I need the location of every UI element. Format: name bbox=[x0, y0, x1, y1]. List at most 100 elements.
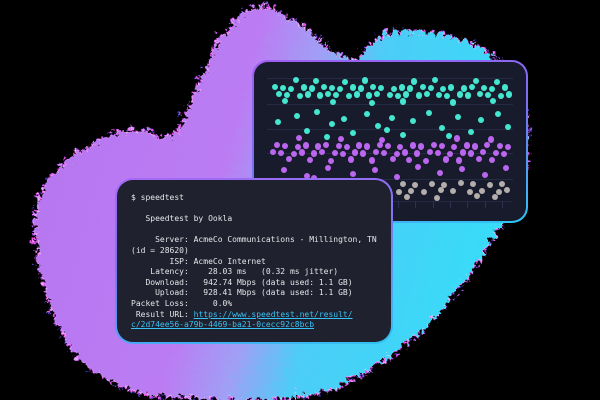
data-dot bbox=[496, 142, 504, 150]
data-dot bbox=[363, 143, 371, 150]
data-dot bbox=[441, 181, 447, 188]
terminal-output: $ speedtest Speedtest by Ookla Server: A… bbox=[131, 193, 377, 331]
terminal-line: c/2d74ee56-a79b-4469-ba21-0cecc92c8bcb bbox=[131, 320, 314, 329]
data-dot bbox=[405, 156, 413, 164]
data-dot bbox=[394, 92, 402, 100]
data-dot bbox=[389, 155, 397, 163]
axis-tick bbox=[398, 201, 400, 208]
terminal-line: Speedtest by Ookla bbox=[131, 214, 233, 224]
data-dot bbox=[483, 141, 491, 149]
gridline bbox=[267, 78, 513, 79]
data-dot bbox=[283, 91, 291, 99]
data-dot bbox=[471, 143, 479, 150]
data-dot bbox=[402, 91, 410, 98]
data-dot bbox=[481, 171, 489, 179]
terminal-line: Packet Loss: 0.0% bbox=[131, 298, 233, 308]
data-dot bbox=[410, 78, 418, 85]
data-dot bbox=[345, 92, 353, 100]
data-dot bbox=[274, 118, 282, 126]
result-url-link[interactable]: https://www.speedtest.net/result/ bbox=[193, 309, 353, 319]
data-dot bbox=[314, 143, 322, 150]
data-dot bbox=[329, 98, 337, 106]
data-dot bbox=[463, 142, 471, 149]
data-dot bbox=[464, 92, 472, 99]
data-dot bbox=[456, 91, 464, 98]
data-dot bbox=[331, 149, 339, 157]
data-dot bbox=[280, 166, 288, 174]
data-dot bbox=[298, 149, 306, 156]
data-dot bbox=[369, 83, 377, 91]
data-dot bbox=[339, 150, 347, 158]
data-dot bbox=[449, 99, 457, 106]
data-dot bbox=[442, 156, 450, 163]
axis-tick bbox=[432, 201, 434, 208]
data-dot bbox=[474, 193, 480, 199]
data-dot bbox=[404, 193, 410, 200]
data-dot bbox=[467, 150, 475, 157]
data-dot bbox=[343, 143, 351, 151]
data-dot bbox=[388, 114, 396, 122]
data-dot bbox=[413, 150, 421, 157]
data-dot bbox=[349, 84, 357, 91]
data-dot bbox=[290, 150, 298, 158]
data-dot bbox=[431, 76, 439, 84]
data-dot bbox=[488, 156, 496, 164]
data-dot bbox=[435, 91, 443, 99]
data-dot bbox=[419, 83, 427, 91]
result-url-link[interactable]: c/2d74ee56-a79b-4469-ba21-0cecc92c8bcb bbox=[131, 320, 315, 330]
data-dot bbox=[349, 170, 357, 178]
data-dot bbox=[340, 115, 348, 123]
data-dot bbox=[353, 91, 361, 98]
data-dot bbox=[377, 84, 385, 92]
data-dot bbox=[436, 169, 444, 177]
data-dot bbox=[295, 134, 303, 142]
data-dot bbox=[488, 85, 496, 93]
data-dot bbox=[296, 92, 304, 100]
data-dot bbox=[426, 148, 434, 156]
data-dot bbox=[390, 85, 398, 93]
data-dot bbox=[480, 84, 488, 92]
data-dot bbox=[357, 85, 365, 92]
data-dot bbox=[409, 117, 417, 125]
data-dot bbox=[484, 91, 492, 99]
data-dot bbox=[304, 91, 312, 98]
data-dot bbox=[467, 189, 473, 195]
data-dot bbox=[320, 83, 328, 91]
data-dot bbox=[285, 155, 293, 163]
data-dot bbox=[489, 97, 497, 105]
data-dot bbox=[327, 157, 335, 165]
data-dot bbox=[477, 116, 485, 124]
data-dot bbox=[383, 126, 391, 134]
data-dot bbox=[504, 123, 512, 131]
data-dot bbox=[434, 149, 442, 157]
data-dot bbox=[487, 136, 495, 143]
data-dot bbox=[450, 143, 458, 151]
data-dot bbox=[368, 157, 376, 164]
data-dot bbox=[497, 92, 505, 100]
terminal-line: Download: 942.74 Mbps (data used: 1.1 GB… bbox=[131, 277, 353, 287]
data-dot bbox=[447, 84, 455, 91]
data-dot bbox=[406, 85, 414, 92]
axis-tick bbox=[415, 201, 417, 208]
data-dot bbox=[458, 180, 464, 186]
data-dot bbox=[450, 188, 456, 194]
data-dot bbox=[341, 78, 349, 86]
data-dot bbox=[324, 164, 332, 172]
data-dot bbox=[501, 84, 509, 91]
data-dot bbox=[429, 180, 435, 187]
data-dot bbox=[312, 77, 320, 85]
data-dot bbox=[470, 181, 476, 187]
data-dot bbox=[337, 135, 345, 143]
data-dot bbox=[275, 90, 283, 98]
data-dot bbox=[365, 92, 373, 99]
data-dot bbox=[393, 150, 401, 158]
data-dot bbox=[492, 149, 500, 157]
data-dot bbox=[396, 189, 402, 195]
data-dot bbox=[277, 149, 285, 157]
data-dot bbox=[438, 124, 446, 132]
data-dot bbox=[349, 129, 357, 137]
data-dot bbox=[372, 148, 380, 156]
data-dot bbox=[438, 142, 446, 150]
data-dot bbox=[335, 142, 343, 150]
data-dot bbox=[332, 91, 340, 99]
